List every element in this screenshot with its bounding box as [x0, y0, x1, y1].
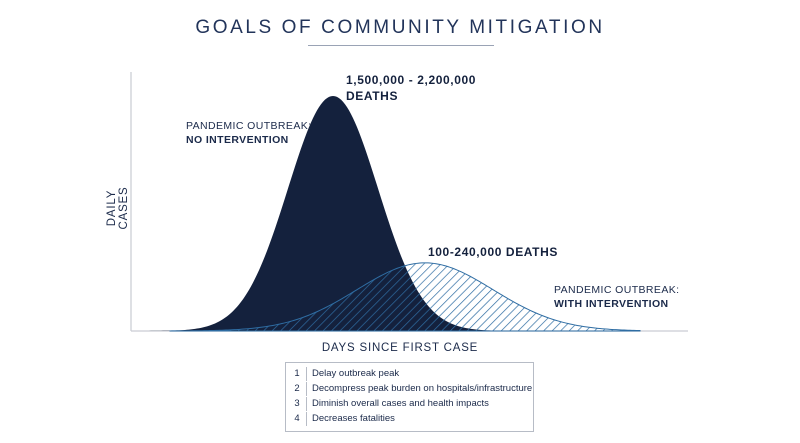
goal-number: 2 — [294, 383, 300, 394]
y-axis-label: DAILY CASES — [106, 186, 130, 230]
x-axis-label: DAYS SINCE FIRST CASE — [321, 342, 479, 354]
goal-text: Delay outbreak peak — [312, 368, 400, 379]
no-intervention-label-line1: PANDEMIC OUTBREAK: — [186, 120, 312, 132]
goal-number: 1 — [294, 368, 300, 379]
goal-divider — [306, 367, 307, 381]
no-intervention-label: PANDEMIC OUTBREAK: NO INTERVENTION — [186, 119, 311, 147]
chart-title: GOALS OF COMMUNITY MITIGATION — [195, 17, 605, 38]
goals-list: 1 Delay outbreak peak 2 Decompress peak bur… — [286, 363, 533, 426]
with-intervention-deaths-line1: 100-240,000 DEATHS — [428, 245, 558, 259]
with-intervention-label: PANDEMIC OUTBREAK: WITH INTERVENTION — [554, 283, 679, 311]
goal-text: Decreases fatalities — [312, 413, 395, 424]
goals-box: 1 Delay outbreak peak 2 Decompress peak bur… — [285, 362, 534, 432]
no-intervention-label-line2: NO INTERVENTION — [186, 134, 289, 146]
with-intervention-label-line2: WITH INTERVENTION — [554, 298, 669, 310]
goal-item: 1 Delay outbreak peak — [286, 367, 533, 381]
goal-number: 3 — [294, 398, 300, 409]
no-intervention-deaths-line2: DEATHS — [346, 89, 399, 103]
goal-item: 2 Decompress peak burden on hospitals/inf… — [286, 382, 533, 396]
no-intervention-deaths: 1,500,000 - 2,200,000 DEATHS — [346, 72, 476, 104]
goal-item: 4 Decreases fatalities — [286, 412, 533, 426]
goal-divider — [306, 412, 307, 426]
with-intervention-curve — [169, 262, 641, 332]
title-underline — [308, 45, 494, 46]
no-intervention-curve — [133, 96, 560, 331]
goal-number: 4 — [294, 413, 300, 424]
goal-item: 3 Diminish overall cases and health impac… — [286, 397, 533, 411]
goal-divider — [306, 397, 307, 411]
no-intervention-deaths-line1: 1,500,000 - 2,200,000 — [346, 73, 477, 87]
with-intervention-deaths: 100-240,000 DEATHS — [428, 244, 558, 260]
goal-text: Diminish overall cases and health impact… — [312, 398, 489, 409]
with-intervention-label-line1: PANDEMIC OUTBREAK: — [554, 284, 680, 296]
goal-divider — [306, 382, 307, 396]
goal-text: Decompress peak burden on hospitals/infr… — [312, 383, 533, 394]
